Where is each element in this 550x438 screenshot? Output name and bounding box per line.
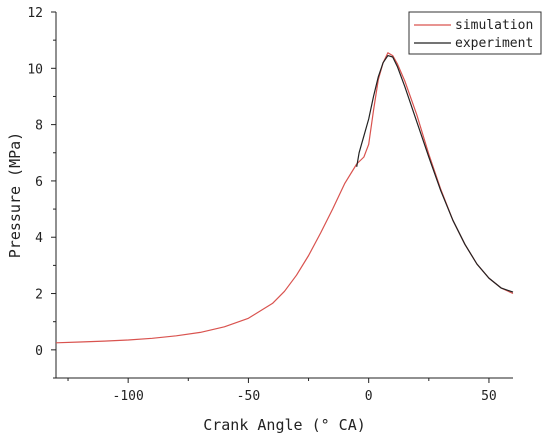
x-tick-label: -50 <box>237 389 260 404</box>
plot-frame <box>55 12 513 379</box>
y-tick-label: 2 <box>35 288 43 303</box>
x-axis-ticks: -100 -50 0 50 <box>67 378 497 404</box>
y-tick-label: 10 <box>27 62 43 77</box>
y-tick-label: 6 <box>35 175 43 190</box>
series-line-simulation <box>55 52 514 344</box>
y-tick-label: 4 <box>35 231 43 246</box>
legend: simulation experiment <box>408 11 542 55</box>
x-tick-label: 50 <box>481 389 497 404</box>
series-line-experiment <box>356 54 514 293</box>
legend-label-simulation: simulation <box>455 18 533 33</box>
x-tick-label: -100 <box>113 389 144 404</box>
y-tick-label: 8 <box>35 119 43 134</box>
legend-box <box>408 11 542 55</box>
y-axis-title: Pressure (MPa) <box>6 132 24 258</box>
x-axis-title: Crank Angle (° CA) <box>203 416 366 434</box>
legend-label-experiment: experiment <box>455 36 533 51</box>
y-tick-label: 12 <box>27 6 43 21</box>
y-tick-label: 0 <box>35 344 43 359</box>
y-axis-ticks: 0 2 4 6 8 10 12 <box>27 6 56 379</box>
series-layer <box>55 52 514 344</box>
x-tick-label: 0 <box>365 389 373 404</box>
